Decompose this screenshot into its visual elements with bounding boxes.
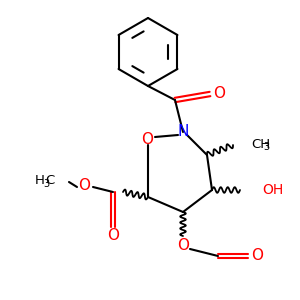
Text: O: O [213, 86, 225, 101]
Text: 3: 3 [43, 179, 49, 189]
Text: O: O [251, 248, 263, 263]
Text: OH: OH [262, 183, 283, 197]
Text: O: O [177, 238, 189, 253]
Text: O: O [107, 229, 119, 244]
Text: 3: 3 [263, 142, 269, 152]
Text: C: C [45, 175, 54, 188]
Text: O: O [78, 178, 90, 194]
Text: H: H [35, 175, 45, 188]
Text: CH: CH [251, 139, 270, 152]
Text: N: N [177, 124, 189, 139]
Text: O: O [141, 131, 153, 146]
